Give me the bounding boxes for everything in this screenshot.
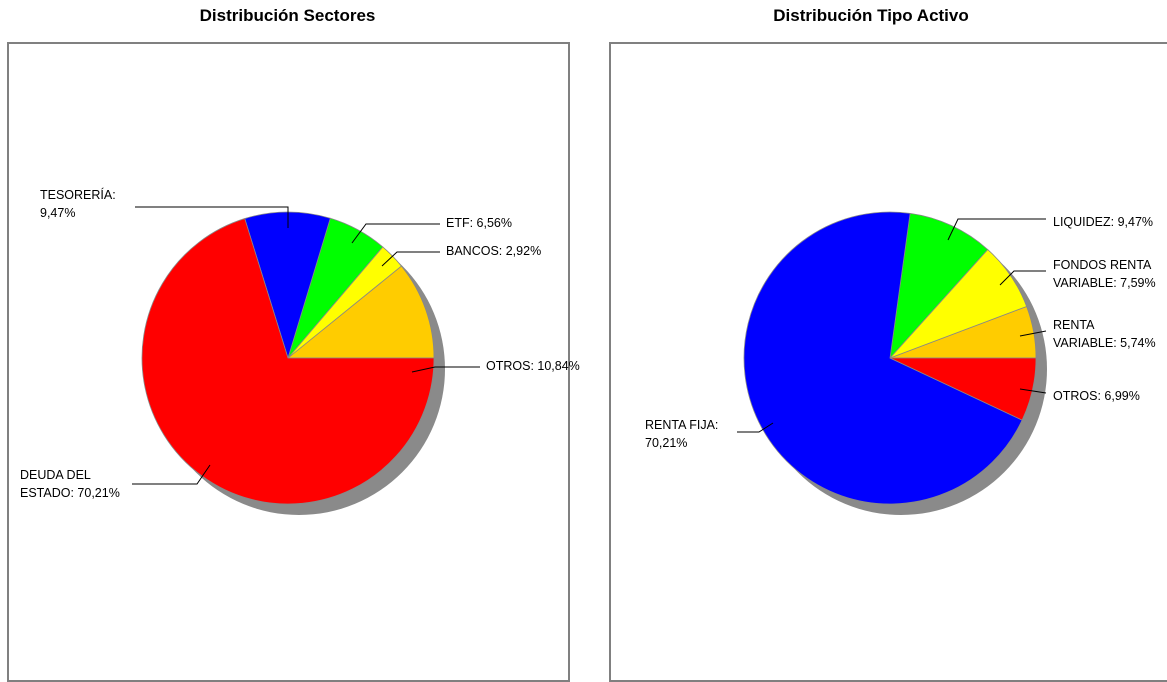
pie-slice — [889, 212, 989, 360]
slice-label: RENTA VARIABLE: 5,74% — [1053, 318, 1156, 350]
pie-charts: OTROS: 10,84% BANCOS: 2,92% ETF: 6,56% TESO… — [20, 187, 1156, 515]
pie-slice — [286, 265, 435, 359]
leader-line — [411, 366, 480, 373]
pie-chart-1: RENTA VARIABLE: 5,74% FONDOS RENTA VARIABLE… — [645, 211, 1156, 515]
leader-line — [381, 251, 440, 267]
slice-label: RENTA FIJA: 70,21% — [645, 418, 718, 450]
leader-line — [947, 218, 1046, 241]
leader-line — [351, 223, 440, 244]
slice-label: ETF: 6,56% — [446, 216, 512, 230]
slice-label: BANCOS: 2,92% — [446, 244, 541, 258]
pie-slice — [743, 211, 1023, 505]
slice-label: DEUDA DEL ESTADO: 70,21% — [20, 468, 120, 500]
slice-label: FONDOS RENTA VARIABLE: 7,59% — [1053, 258, 1156, 290]
leader-line — [737, 422, 774, 433]
chart-title-tipo-activo: Distribución Tipo Activo — [773, 6, 969, 25]
chart-title-sectores: Distribución Sectores — [199, 6, 376, 25]
pie-slice — [889, 357, 1037, 421]
pie-slice — [141, 218, 435, 505]
slice-label: OTROS: 6,99% — [1053, 389, 1140, 403]
leader-line — [132, 464, 211, 485]
leader-line — [1019, 330, 1047, 337]
pie-chart-0: OTROS: 10,84% BANCOS: 2,92% ETF: 6,56% TESO… — [20, 187, 580, 515]
slice-label: LIQUIDEZ: 9,47% — [1053, 215, 1153, 229]
slice-label: OTROS: 10,84% — [486, 359, 580, 373]
slice-label: TESORERÍA: 9,47% — [40, 187, 116, 220]
pie-slice — [244, 211, 331, 360]
leader-line — [135, 206, 289, 228]
leader-line — [999, 270, 1046, 286]
leader-line — [1019, 388, 1047, 394]
